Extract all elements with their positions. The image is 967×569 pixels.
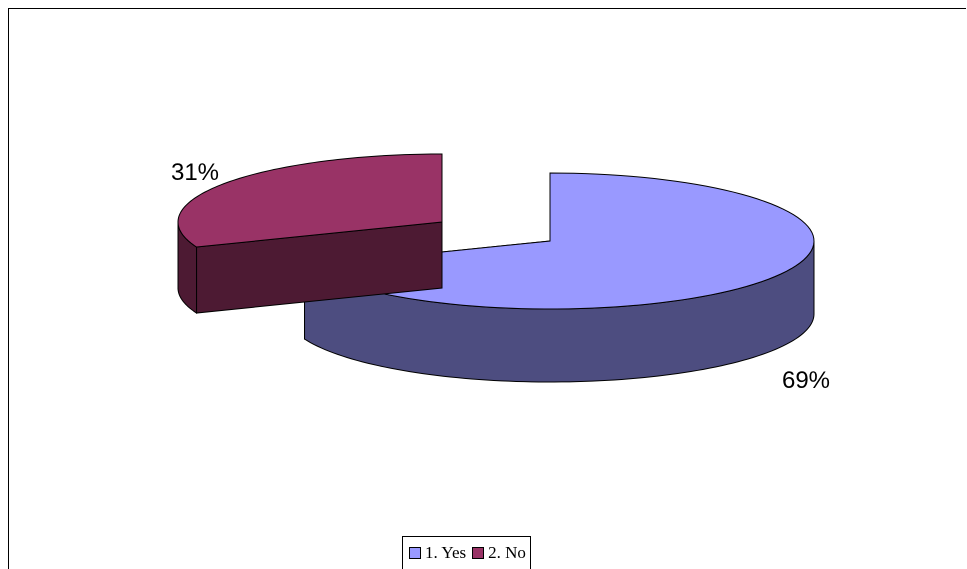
slice-2-no-top — [177, 153, 443, 248]
slice-2-no — [177, 153, 443, 314]
slices-layer — [177, 153, 815, 383]
legend: 1. Yes 2. No — [402, 536, 531, 569]
legend-item-yes: 1. Yes — [409, 543, 466, 563]
labels-layer: 69% 31% — [171, 159, 830, 394]
data-label-2-no: 31% — [171, 159, 219, 186]
legend-item-no: 2. No — [472, 543, 526, 563]
legend-swatch-yes — [409, 547, 421, 559]
legend-label-no: 2. No — [488, 543, 526, 562]
legend-label-yes: 1. Yes — [425, 543, 467, 562]
data-label-1-yes: 69% — [782, 367, 830, 394]
legend-swatch-no — [472, 547, 485, 559]
